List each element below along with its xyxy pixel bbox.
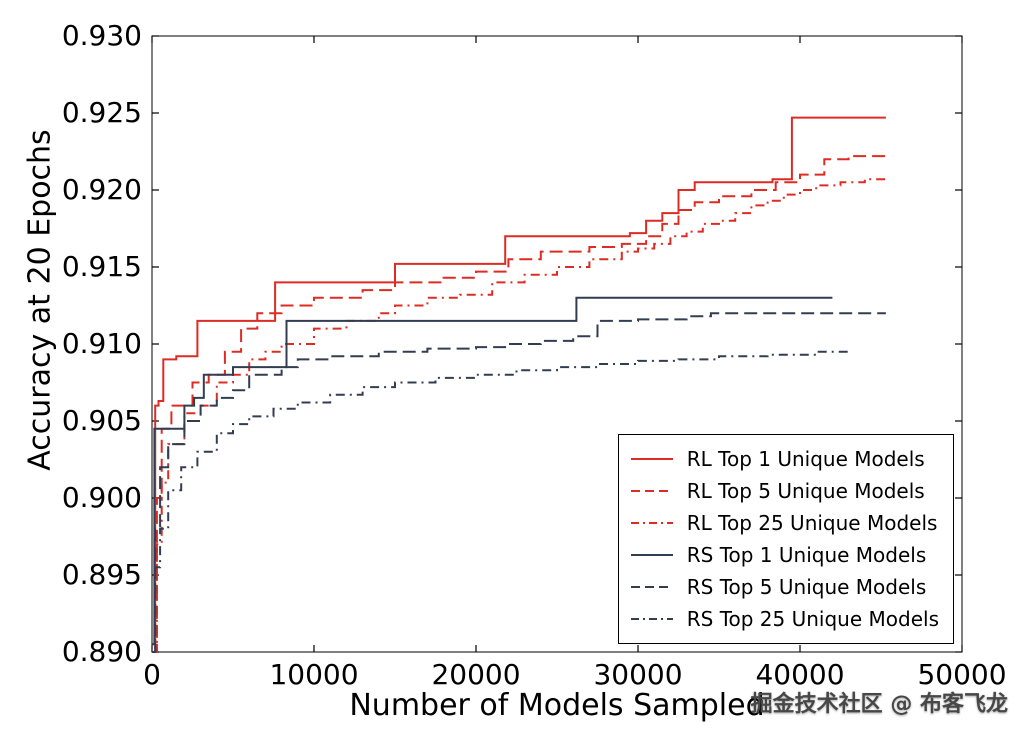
svg-text:0.925: 0.925 — [62, 96, 142, 129]
svg-text:50000: 50000 — [917, 658, 1006, 691]
legend-item: RS Top 25 Unique Models — [629, 603, 939, 635]
x-axis-title: Number of Models Sampled — [349, 688, 765, 723]
svg-text:0.895: 0.895 — [62, 558, 142, 591]
svg-text:10000: 10000 — [269, 658, 358, 691]
svg-text:0.905: 0.905 — [62, 404, 142, 437]
legend-line-sample — [630, 618, 673, 620]
legend: RL Top 1 Unique Models RL Top 5 Unique M… — [617, 434, 954, 644]
svg-text:0.915: 0.915 — [62, 250, 142, 283]
legend-line-sample — [630, 522, 673, 524]
legend-line-sample — [630, 458, 673, 460]
legend-line-sample — [630, 490, 673, 492]
legend-item: RS Top 5 Unique Models — [629, 571, 939, 603]
svg-text:40000: 40000 — [755, 658, 844, 691]
svg-text:0.900: 0.900 — [62, 481, 142, 514]
legend-label: RS Top 5 Unique Models — [686, 575, 927, 599]
legend-item: RL Top 1 Unique Models — [629, 443, 939, 475]
svg-text:0.930: 0.930 — [62, 19, 142, 52]
legend-line-sample — [630, 554, 673, 556]
legend-item: RL Top 5 Unique Models — [629, 475, 939, 507]
legend-label: RS Top 1 Unique Models — [686, 543, 927, 567]
svg-text:0.910: 0.910 — [62, 327, 142, 360]
svg-text:20000: 20000 — [431, 658, 520, 691]
svg-text:0.890: 0.890 — [62, 635, 142, 668]
svg-text:30000: 30000 — [593, 658, 682, 691]
legend-label: RS Top 25 Unique Models — [686, 607, 939, 631]
legend-item: RS Top 1 Unique Models — [629, 539, 939, 571]
watermark-text: 掘金技术社区 @ 布客飞龙 — [750, 692, 1008, 717]
legend-item: RL Top 25 Unique Models — [629, 507, 939, 539]
svg-text:0: 0 — [143, 658, 161, 691]
legend-label: RL Top 1 Unique Models — [686, 447, 925, 471]
legend-line-sample — [630, 586, 673, 588]
legend-label: RL Top 5 Unique Models — [686, 479, 925, 503]
svg-text:0.920: 0.920 — [62, 173, 142, 206]
y-axis-title: Accuracy at 20 Epochs — [22, 129, 58, 471]
legend-label: RL Top 25 Unique Models — [686, 511, 938, 535]
